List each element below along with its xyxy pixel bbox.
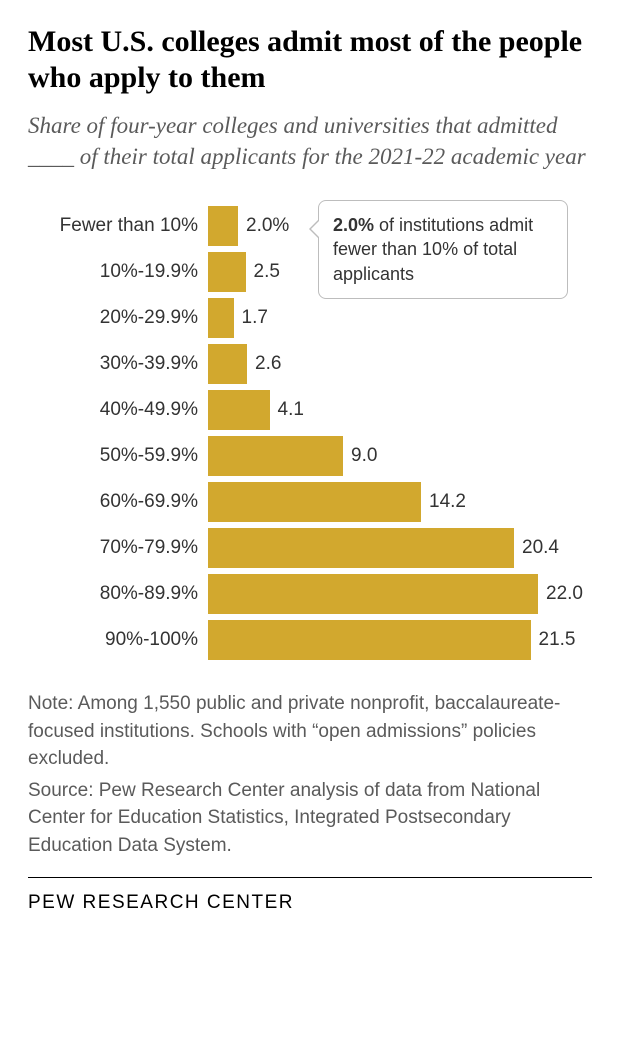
chart-note: Note: Among 1,550 public and private non… xyxy=(28,690,592,773)
bar-zone: 21.5 xyxy=(208,620,592,660)
chart-row: 70%-79.9% 20.4 xyxy=(28,528,592,568)
category-label: 60%-69.9% xyxy=(28,491,208,513)
brand-label: PEW RESEARCH CENTER xyxy=(28,892,592,914)
bar-zone: 2.5 xyxy=(208,252,592,292)
chart-source: Source: Pew Research Center analysis of … xyxy=(28,777,592,860)
value-label: 2.6 xyxy=(255,353,281,375)
category-label: 10%-19.9% xyxy=(28,261,208,283)
bar-zone: 2.0% xyxy=(208,206,592,246)
value-label: 22.0 xyxy=(546,583,583,605)
chart-row: 10%-19.9% 2.5 xyxy=(28,252,592,292)
category-label: 90%-100% xyxy=(28,629,208,651)
bar-zone: 22.0 xyxy=(208,574,592,614)
bar-zone: 2.6 xyxy=(208,344,592,384)
bar xyxy=(208,206,238,246)
category-label: 50%-59.9% xyxy=(28,445,208,467)
bar xyxy=(208,344,247,384)
chart-row: 30%-39.9% 2.6 xyxy=(28,344,592,384)
chart-row: 60%-69.9% 14.2 xyxy=(28,482,592,522)
category-label: 40%-49.9% xyxy=(28,399,208,421)
value-label: 14.2 xyxy=(429,491,466,513)
bar-zone: 4.1 xyxy=(208,390,592,430)
bar xyxy=(208,482,421,522)
chart-subtitle: Share of four-year colleges and universi… xyxy=(28,110,592,172)
value-label: 2.5 xyxy=(254,261,280,283)
chart-title: Most U.S. colleges admit most of the peo… xyxy=(28,24,592,96)
chart-row: 90%-100% 21.5 xyxy=(28,620,592,660)
chart-row: 50%-59.9% 9.0 xyxy=(28,436,592,476)
category-label: 70%-79.9% xyxy=(28,537,208,559)
chart-row: 80%-89.9% 22.0 xyxy=(28,574,592,614)
category-label: Fewer than 10% xyxy=(28,215,208,237)
divider xyxy=(28,877,592,878)
bar xyxy=(208,620,531,660)
value-label: 20.4 xyxy=(522,537,559,559)
bar xyxy=(208,436,343,476)
bar xyxy=(208,252,246,292)
value-label: 9.0 xyxy=(351,445,377,467)
bar xyxy=(208,390,270,430)
value-label: 4.1 xyxy=(278,399,304,421)
bar xyxy=(208,528,514,568)
bar xyxy=(208,574,538,614)
bar-zone: 20.4 xyxy=(208,528,592,568)
bar-zone: 9.0 xyxy=(208,436,592,476)
category-label: 20%-29.9% xyxy=(28,307,208,329)
value-label: 2.0% xyxy=(246,215,289,237)
bar xyxy=(208,298,234,338)
chart-row: 40%-49.9% 4.1 xyxy=(28,390,592,430)
category-label: 30%-39.9% xyxy=(28,353,208,375)
category-label: 80%-89.9% xyxy=(28,583,208,605)
chart-row: 20%-29.9% 1.7 xyxy=(28,298,592,338)
value-label: 1.7 xyxy=(242,307,268,329)
chart-row: Fewer than 10% 2.0% xyxy=(28,206,592,246)
bar-chart: 2.0% of institutions admit fewer than 10… xyxy=(28,206,592,660)
value-label: 21.5 xyxy=(539,629,576,651)
bar-zone: 14.2 xyxy=(208,482,592,522)
bar-zone: 1.7 xyxy=(208,298,592,338)
